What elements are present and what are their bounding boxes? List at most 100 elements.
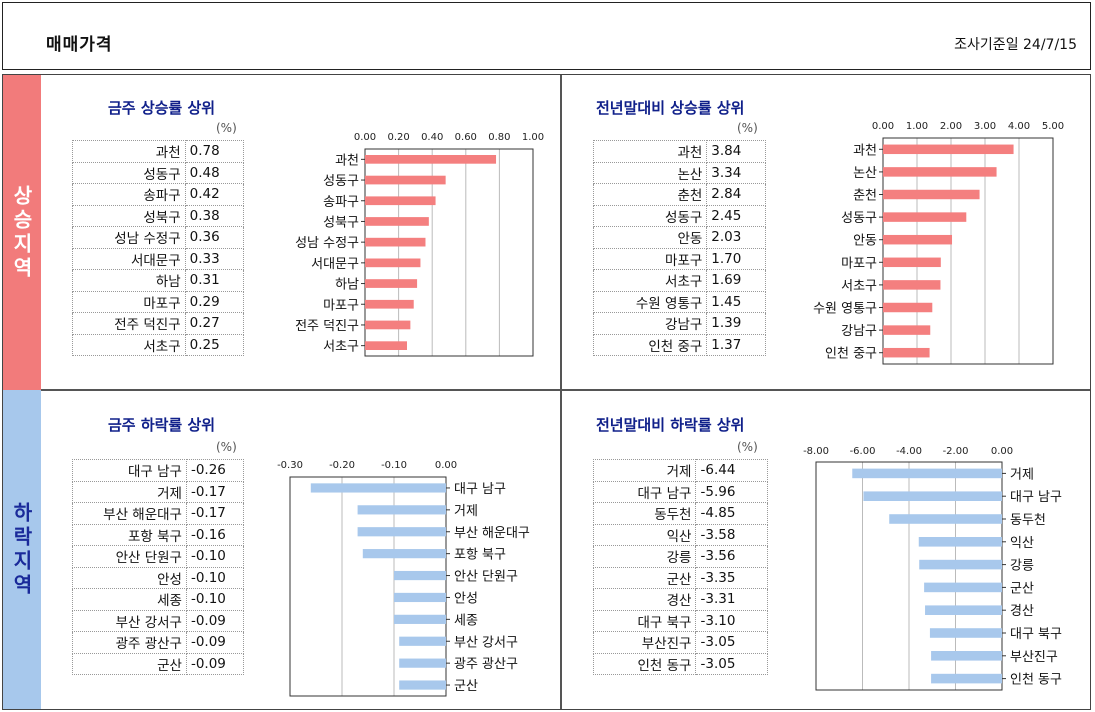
category-label: 경산 — [1010, 604, 1034, 619]
rate-value: 0.27 — [185, 312, 245, 335]
x-tick-label: -0.20 — [329, 460, 355, 471]
category-label: 전주 덕진구 — [295, 319, 359, 334]
rate-value: -0.26 — [186, 459, 245, 482]
category-label: 성남 수정구 — [295, 236, 359, 251]
table-row: 강릉 -3.56 — [592, 545, 768, 568]
table-row: 인천 중구 1.37 — [592, 334, 766, 356]
unit-label: (%) — [737, 121, 758, 135]
region-name: 대구 남구 — [592, 481, 697, 503]
plot-frame — [882, 137, 1054, 365]
bar — [365, 279, 418, 288]
x-tick-label: -8.00 — [803, 446, 829, 457]
table-row: 거제 -0.17 — [72, 481, 245, 503]
region-name: 익산 — [592, 524, 697, 546]
region-name: 과천 — [72, 140, 186, 163]
rate-value: -0.10 — [186, 588, 245, 611]
survey-date: 조사기준일 24/7/15 — [954, 37, 1077, 53]
bar — [883, 167, 997, 177]
x-tick-label: 0.00 — [354, 132, 376, 143]
bar — [883, 212, 967, 222]
bar — [925, 605, 1002, 615]
bar — [918, 537, 1002, 547]
category-label: 대구 남구 — [1010, 490, 1062, 505]
category-label: 포항 북구 — [454, 548, 506, 563]
region-name: 논산 — [592, 162, 708, 184]
table-row: 대구 남구 -5.96 — [592, 481, 768, 503]
panel-title-ytd-down: 전년말대비 하락률 상위 — [596, 416, 745, 434]
table-row: 부산 해운대구 -0.17 — [72, 502, 245, 525]
rate-value: 1.37 — [706, 334, 766, 356]
table-row: 안동 2.03 — [592, 226, 766, 249]
category-label: 성동구 — [841, 211, 877, 226]
bar — [394, 570, 446, 581]
bar — [399, 658, 446, 668]
bar — [931, 651, 1002, 661]
rate-value: 3.84 — [706, 140, 766, 163]
rate-value: -3.58 — [695, 524, 768, 546]
table-row: 하남 0.31 — [72, 269, 245, 292]
category-label: 인천 동구 — [1010, 673, 1062, 688]
bar — [365, 299, 414, 309]
rate-value: -0.10 — [186, 567, 245, 589]
category-label: 안성 — [454, 591, 478, 606]
bar — [365, 155, 497, 164]
panel-title-weekly-up: 금주 상승률 상위 — [108, 99, 216, 117]
region-name: 세종 — [72, 588, 187, 611]
panel-title-ytd-up: 전년말대비 상승률 상위 — [596, 99, 745, 117]
table-row: 서초구 1.69 — [592, 269, 766, 292]
category-label: 강남구 — [841, 324, 877, 339]
x-tick-label: 0.60 — [455, 132, 477, 143]
category-label: 성북구 — [323, 215, 359, 230]
x-tick-label: 0.00 — [991, 446, 1013, 457]
bar — [399, 636, 446, 646]
rate-value: 0.38 — [185, 205, 245, 227]
bar — [365, 196, 436, 206]
bar — [365, 320, 411, 330]
unit-label: (%) — [216, 440, 237, 454]
table-row: 대구 북구 -3.10 — [592, 610, 768, 632]
region-name: 안산 단원구 — [72, 545, 187, 568]
region-name: 거제 — [72, 481, 187, 503]
rate-value: -5.96 — [695, 481, 768, 503]
category-label: 성동구 — [323, 174, 359, 189]
unit-label: (%) — [216, 121, 237, 135]
bar — [931, 673, 1002, 684]
rate-value: 1.39 — [706, 312, 766, 335]
table-row: 서대문구 0.33 — [72, 248, 245, 270]
side-label-up: 상승지역 — [3, 75, 41, 390]
category-label: 거제 — [1010, 467, 1034, 482]
bar — [919, 559, 1002, 570]
x-tick-label: 2.00 — [940, 121, 962, 132]
region-name: 동두천 — [592, 502, 697, 525]
table-row: 익산 -3.58 — [592, 524, 768, 546]
rate-value: -0.09 — [186, 610, 245, 632]
rate-value: 0.48 — [185, 162, 245, 184]
region-name: 서초구 — [72, 334, 186, 356]
side-label-up-text: 상승지역 — [9, 184, 34, 281]
table-row: 경산 -3.31 — [592, 588, 768, 611]
category-label: 강릉 — [1010, 559, 1034, 574]
region-name: 송파구 — [72, 183, 186, 206]
region-name: 인천 중구 — [592, 334, 708, 356]
category-label: 부산 강서구 — [454, 635, 518, 650]
table-row: 거제 -6.44 — [592, 459, 768, 482]
region-name: 서대문구 — [72, 248, 186, 270]
table-row: 인천 동구 -3.05 — [592, 653, 768, 675]
bar — [883, 347, 930, 358]
region-name: 강릉 — [592, 545, 697, 568]
x-tick-label: -2.00 — [943, 446, 969, 457]
table-row: 안산 단원구 -0.10 — [72, 545, 245, 568]
rate-value: 1.45 — [706, 291, 766, 313]
rate-value: -3.10 — [695, 610, 768, 632]
table-row: 부산 강서구 -0.09 — [72, 610, 245, 632]
table-weekly-down: 대구 남구 -0.26 거제 -0.17 부산 해운대구 -0.17 포항 북구 -0.16 안… — [72, 459, 245, 675]
vertical-divider — [560, 75, 562, 709]
region-name: 하남 — [72, 269, 186, 292]
category-label: 과천 — [853, 143, 877, 158]
table-row: 강남구 1.39 — [592, 312, 766, 335]
rate-value: -0.09 — [186, 631, 245, 654]
region-name: 마포구 — [592, 248, 708, 270]
x-tick-label: 5.00 — [1042, 121, 1064, 132]
horizontal-divider — [41, 389, 1090, 391]
region-name: 성남 수정구 — [72, 226, 186, 249]
